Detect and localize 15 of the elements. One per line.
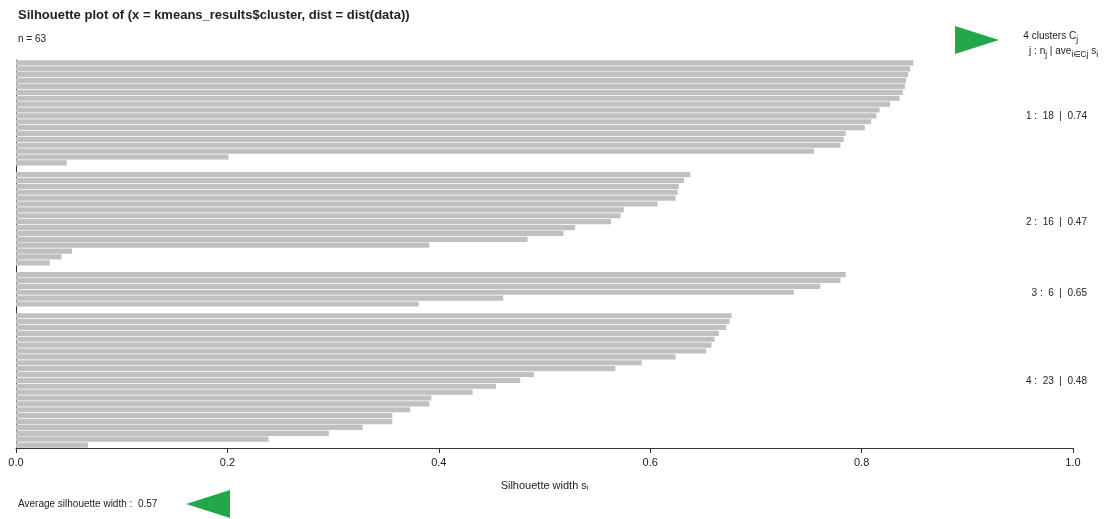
- annotation: 3 : 6 | 0.65: [1031, 286, 1088, 298]
- text: n = 63: [18, 32, 47, 44]
- text: 4 clusters C$_{j}$: [1023, 30, 1078, 45]
- x-tick-label: 0.4: [431, 455, 447, 468]
- x-tick-label: 0.0: [8, 455, 24, 468]
- chart-title: Silhouette plot of (x = kmeans_results$cluster, dist = dist(data)): [18, 7, 410, 22]
- x-tick-label: 0.2: [219, 455, 236, 468]
- x-tick-label: 0.6: [642, 455, 658, 468]
- x-tick-label: 0.8: [853, 455, 870, 468]
- text: j : n$_{j}$ | ave$_{i∈Cj}$ s$_{i}$: [1029, 45, 1098, 60]
- annotation: 4 : 23 | 0.48: [1026, 374, 1088, 386]
- annotation: 2 : 16 | 0.47: [1026, 216, 1088, 228]
- x-tick-label: 1.0: [1065, 455, 1081, 468]
- annotation: 1 : 18 | 0.74: [1026, 110, 1088, 122]
- text: Average silhouette width : 0.57: [18, 497, 158, 509]
